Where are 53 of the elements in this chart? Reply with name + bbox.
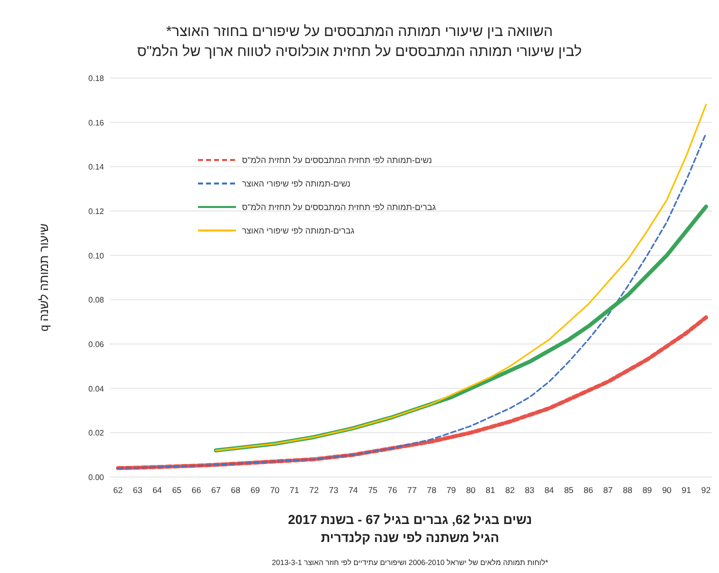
x-tick-label: 84 — [544, 485, 554, 495]
x-tick-label: 68 — [230, 485, 241, 495]
x-tick-label: 63 — [132, 485, 143, 495]
legend-label: נשים-תמותה לפי תחזית המתבססים על תחזית הלמ"ס — [242, 155, 432, 165]
x-tick-label: 82 — [505, 485, 515, 495]
x-tick-label: 87 — [603, 485, 613, 495]
x-tick-label: 85 — [564, 485, 574, 495]
y-tick-label: 0.16 — [88, 118, 105, 128]
text: הגיל משתנה לפי שנה קלנדרית — [320, 530, 500, 545]
x-tick-label: 76 — [388, 485, 398, 495]
x-axis-title: נשים בגיל 62, גברים בגיל 67 - בשנת 2017 — [288, 512, 532, 527]
x-tick-label: 62 — [113, 485, 123, 495]
y-tick-label: 0.04 — [88, 384, 105, 394]
x-tick-label: 81 — [486, 485, 496, 495]
x-tick-label: 91 — [682, 485, 692, 495]
x-tick-label: 86 — [584, 485, 594, 495]
y-tick-label: 0.12 — [88, 207, 105, 216]
y-tick-label: 0.00 — [88, 473, 105, 482]
y-tick-label: 0.02 — [88, 428, 105, 438]
x-tick-label: 92 — [701, 485, 711, 495]
y-tick-label: 0.06 — [88, 340, 105, 349]
x-tick-label: 64 — [152, 485, 162, 495]
y-tick-label: 0.10 — [88, 251, 105, 260]
y-tick-label: 0.08 — [88, 296, 105, 305]
x-tick-label: 83 — [524, 485, 535, 495]
line-series — [215, 104, 707, 452]
legend-label: נשים-תמותה לפי שיפורי האוצר — [242, 178, 350, 188]
x-tick-label: 79 — [446, 485, 456, 495]
legend-label: גברים-תמותה לפי תחזית המתבססים על תחזית הלמ"ס — [242, 202, 436, 212]
y-tick-label: 0.18 — [88, 74, 105, 83]
legend-label: גברים-תמותה לפי שיפורי האוצר — [242, 226, 355, 236]
chart-title: השוואה בין שיעורי תמותה המתבססים על שיפורים בחוזר האוצר* — [166, 24, 553, 40]
x-tick-label: 72 — [309, 485, 319, 495]
x-tick-label: 78 — [426, 485, 437, 495]
x-tick-label: 66 — [192, 485, 202, 495]
line-series — [117, 132, 707, 469]
x-tick-label: 73 — [328, 485, 339, 495]
x-tick-label: 71 — [290, 485, 300, 495]
x-tick-label: 65 — [172, 485, 182, 495]
x-tick-label: 77 — [407, 485, 417, 495]
x-tick-label: 88 — [622, 485, 633, 495]
line-series — [116, 315, 708, 470]
chart-subtitle: לבין שיעורי תמותה המתבססים על תחזית אוכלוסיה לטווח ארוך של הלמ"ס — [137, 44, 582, 60]
x-tick-label: 67 — [211, 485, 221, 495]
x-tick-label: 75 — [368, 485, 378, 495]
y-axis-title: שיעור תמותה לשנה q — [37, 223, 51, 332]
x-tick-label: 90 — [662, 485, 672, 495]
x-tick-label: 89 — [642, 485, 652, 495]
x-tick-label: 69 — [250, 485, 260, 495]
y-tick-label: 0.14 — [88, 162, 105, 172]
x-tick-label: 80 — [466, 485, 476, 495]
x-tick-label: 74 — [348, 485, 358, 495]
x-tick-label: 70 — [270, 485, 280, 495]
